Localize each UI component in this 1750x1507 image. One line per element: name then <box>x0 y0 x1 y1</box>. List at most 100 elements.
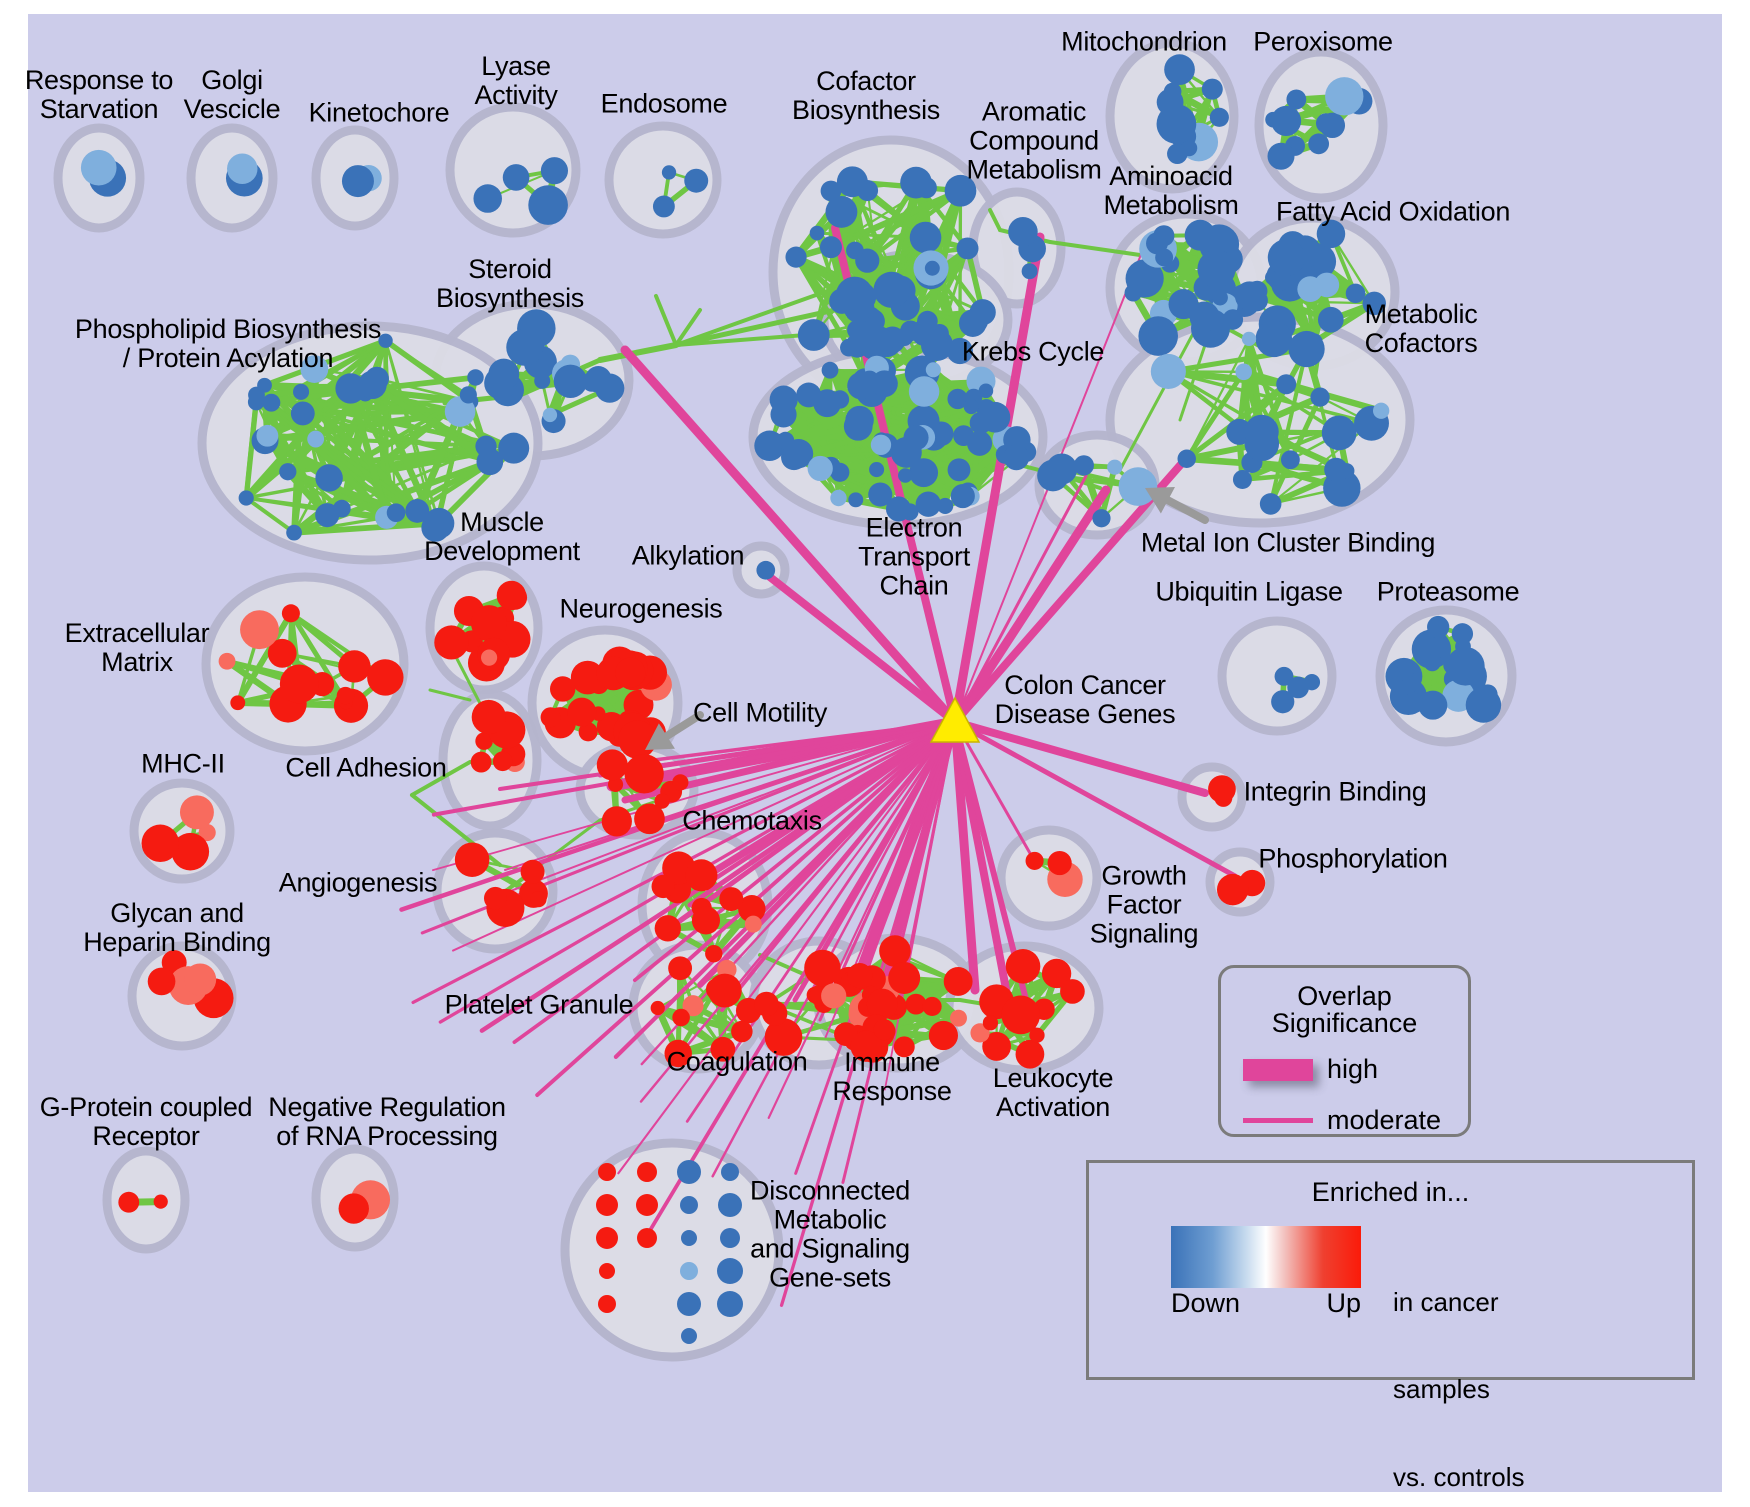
gene-set-node[interactable] <box>542 407 558 423</box>
gene-set-node[interactable] <box>1280 450 1300 470</box>
gene-set-node[interactable] <box>1124 284 1142 302</box>
gene-set-node[interactable] <box>888 961 921 994</box>
gene-set-node[interactable] <box>332 499 351 518</box>
gene-set-node[interactable] <box>928 1020 958 1051</box>
gene-set-node[interactable] <box>1015 1039 1045 1069</box>
gene-set-node[interactable] <box>1276 374 1297 395</box>
gene-set-node[interactable] <box>1156 104 1197 144</box>
gene-set-node[interactable] <box>470 751 492 773</box>
gene-set-node[interactable] <box>262 393 281 412</box>
gene-set-node[interactable] <box>1297 276 1324 302</box>
gene-set-node[interactable] <box>1008 217 1038 247</box>
gene-set-node[interactable] <box>476 448 504 476</box>
gene-set-node[interactable] <box>982 1032 1012 1061</box>
disconnected-gene-set-node[interactable] <box>717 1258 743 1284</box>
disconnected-gene-set-node[interactable] <box>599 1263 615 1279</box>
gene-set-node[interactable] <box>230 695 246 711</box>
gene-set-node[interactable] <box>1046 453 1078 485</box>
gene-set-node[interactable] <box>1241 331 1257 347</box>
gene-set-node[interactable] <box>540 157 569 185</box>
gene-set-node[interactable] <box>1138 316 1178 356</box>
hub-triangle-colon-cancer-disease-genes[interactable] <box>929 696 981 743</box>
gene-set-node[interactable] <box>553 364 588 399</box>
gene-set-node[interactable] <box>840 338 858 357</box>
gene-set-node[interactable] <box>1271 690 1295 714</box>
gene-set-node[interactable] <box>821 983 847 1009</box>
gene-set-node[interactable] <box>238 490 254 506</box>
gene-set-node[interactable] <box>1153 225 1175 247</box>
gene-set-node[interactable] <box>922 996 942 1017</box>
gene-set-node[interactable] <box>825 195 858 228</box>
gene-set-node[interactable] <box>873 271 910 308</box>
cluster-endosome[interactable] <box>604 121 722 239</box>
gene-set-node[interactable] <box>947 458 971 482</box>
gene-set-node[interactable] <box>1308 133 1330 155</box>
gene-set-node[interactable] <box>488 358 520 390</box>
gene-set-node[interactable] <box>1001 995 1041 1035</box>
gene-set-node[interactable] <box>1164 54 1195 86</box>
gene-set-node[interactable] <box>1259 493 1282 515</box>
gene-set-node[interactable] <box>1003 444 1030 471</box>
gene-set-node[interactable] <box>855 248 880 273</box>
gene-set-node[interactable] <box>970 1023 990 1043</box>
gene-set-node[interactable] <box>1315 113 1337 134</box>
disconnected-gene-set-node[interactable] <box>718 1193 742 1217</box>
gene-set-node[interactable] <box>1316 219 1346 249</box>
gene-set-node[interactable] <box>584 366 612 393</box>
gene-set-node[interactable] <box>1244 414 1279 450</box>
gene-set-node[interactable] <box>520 859 545 884</box>
disconnected-gene-set-node[interactable] <box>637 1162 657 1182</box>
gene-set-node[interactable] <box>1167 143 1188 165</box>
gene-set-node[interactable] <box>920 328 954 362</box>
gene-set-node[interactable] <box>710 1036 736 1062</box>
gene-set-node[interactable] <box>744 915 762 933</box>
disconnected-gene-set-node[interactable] <box>681 1328 697 1344</box>
gene-set-node[interactable] <box>905 993 927 1015</box>
gene-set-node[interactable] <box>870 434 892 455</box>
disconnected-gene-set-node[interactable] <box>680 1262 698 1280</box>
gene-set-node[interactable] <box>1201 78 1223 100</box>
gene-set-node[interactable] <box>950 483 975 509</box>
gene-set-node[interactable] <box>885 496 912 522</box>
gene-set-node[interactable] <box>1288 330 1325 368</box>
gene-set-node[interactable] <box>506 328 543 366</box>
gene-set-node[interactable] <box>341 165 374 198</box>
gene-set-node[interactable] <box>890 436 922 468</box>
gene-set-node[interactable] <box>956 237 979 260</box>
gene-set-node[interactable] <box>707 973 742 1008</box>
gene-set-node[interactable] <box>1047 850 1072 876</box>
gene-set-node[interactable] <box>847 320 867 340</box>
gene-set-node[interactable] <box>624 754 664 794</box>
gene-set-node[interactable] <box>1425 636 1448 659</box>
network-canvas[interactable]: Response to Starvation Golgi Vescicle Kine… <box>25 14 1722 1492</box>
disconnected-gene-set-node[interactable] <box>636 1194 658 1216</box>
gene-set-node[interactable] <box>821 361 839 379</box>
gene-set-node[interactable] <box>153 1194 168 1209</box>
gene-set-node[interactable] <box>227 153 258 185</box>
gene-set-node[interactable] <box>925 362 941 378</box>
gene-set-node[interactable] <box>240 610 279 650</box>
gene-set-node[interactable] <box>898 468 913 483</box>
gene-set-node[interactable] <box>1310 387 1330 407</box>
gene-set-node[interactable] <box>843 411 873 441</box>
disconnected-gene-set-node[interactable] <box>721 1163 739 1181</box>
disconnected-gene-set-node[interactable] <box>598 1295 616 1313</box>
disconnected-gene-set-node[interactable] <box>596 1227 618 1249</box>
gene-set-node[interactable] <box>953 425 974 447</box>
gene-set-node[interactable] <box>475 732 493 750</box>
gene-set-node[interactable] <box>1325 77 1364 116</box>
gene-set-node[interactable] <box>830 489 847 507</box>
gene-set-node[interactable] <box>256 424 279 447</box>
gene-set-node[interactable] <box>1073 455 1094 476</box>
gene-set-node[interactable] <box>502 164 530 191</box>
gene-set-node[interactable] <box>1303 673 1321 691</box>
gene-set-node[interactable] <box>652 195 675 218</box>
gene-set-node[interactable] <box>335 373 366 404</box>
gene-set-node[interactable] <box>1189 301 1220 332</box>
gene-set-node[interactable] <box>672 1008 690 1027</box>
gene-set-node[interactable] <box>1287 676 1310 699</box>
gene-set-node[interactable] <box>661 165 677 180</box>
gene-set-node[interactable] <box>1209 107 1229 127</box>
gene-set-node[interactable] <box>969 411 992 435</box>
gene-set-node[interactable] <box>819 236 842 259</box>
